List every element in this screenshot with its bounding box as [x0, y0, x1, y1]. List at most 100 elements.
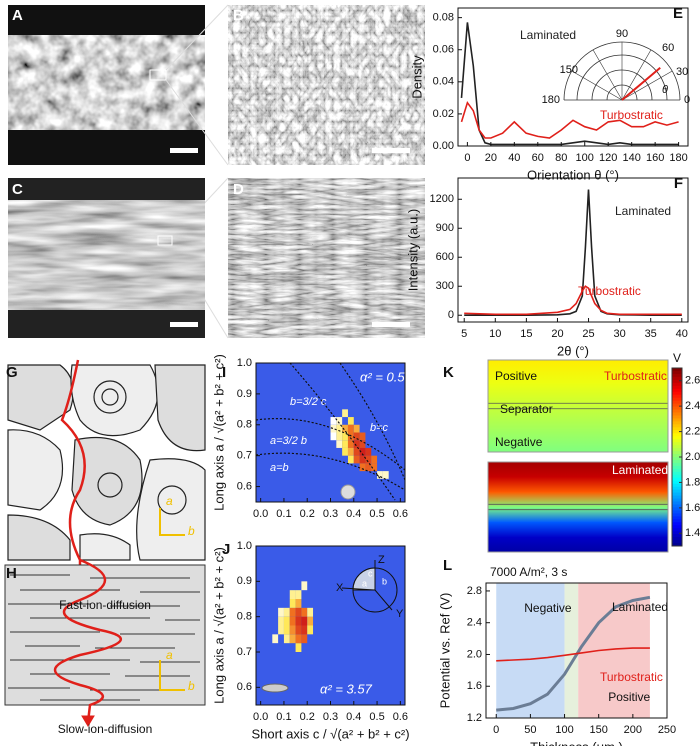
- region: [578, 583, 650, 718]
- heat-cell: [377, 471, 383, 479]
- polar-spoke: [621, 49, 652, 101]
- heat-cell: [342, 424, 348, 433]
- y-tick-label: 0.7: [237, 646, 252, 658]
- panel-label: G: [6, 364, 18, 381]
- colorbar-strip: [672, 424, 682, 428]
- series-line: [460, 22, 679, 146]
- heat-cell: [283, 625, 290, 635]
- field-strip: [488, 360, 668, 384]
- panel-label: C: [12, 181, 23, 198]
- heat-cell: [283, 607, 290, 617]
- colorbar-strip: [672, 519, 682, 523]
- inset-label: b: [382, 576, 387, 586]
- x-tick-label: 0.3: [323, 711, 338, 723]
- colorbar-strip: [672, 471, 682, 476]
- heat-cell: [365, 447, 372, 456]
- y-tick-label: 0.6: [237, 480, 252, 492]
- heat-cell: [330, 417, 337, 425]
- series-line: [460, 100, 679, 139]
- x-tick-label: 0: [493, 724, 499, 736]
- sem-image-b: [228, 5, 425, 165]
- series-line: [496, 647, 650, 662]
- heat-cell: [347, 440, 354, 448]
- x-tick-label: 0.0: [253, 711, 268, 723]
- polar-spoke: [592, 49, 623, 101]
- panel-label: F: [674, 175, 683, 192]
- x-tick-label: 40: [508, 152, 520, 164]
- x-axis-label: 2θ (°): [557, 343, 589, 358]
- heat-cell: [347, 447, 354, 456]
- heat-cell: [278, 616, 284, 626]
- field-strip: [488, 537, 668, 553]
- heat-cell: [307, 607, 314, 617]
- y-tick-label: 0.8: [237, 611, 252, 623]
- heat-cell: [330, 432, 337, 441]
- colorbar-strip: [672, 385, 682, 390]
- x-tick-label: 0.5: [369, 508, 384, 520]
- annotation: 7000 A/m², 3 s: [490, 565, 567, 579]
- colorbar-strip: [672, 439, 682, 443]
- heat-cell: [307, 625, 314, 635]
- colorbar-strip: [672, 522, 682, 526]
- heat-cell: [289, 607, 296, 617]
- x-tick-label: 0.2: [300, 711, 315, 723]
- x-tick-label: 40: [676, 328, 688, 340]
- polar-label: 90: [616, 28, 628, 40]
- field-strip: [488, 492, 668, 508]
- polar-spoke: [621, 70, 673, 101]
- colorbar-strip: [672, 391, 682, 396]
- colorbar-strip: [672, 462, 682, 467]
- x-tick-label: 60: [532, 152, 544, 164]
- colorbar-strip: [672, 427, 682, 431]
- colorbar-strip: [672, 442, 682, 446]
- heat-cell: [289, 625, 296, 635]
- x-tick-label: 0: [464, 152, 470, 164]
- guide-curve: [255, 418, 406, 471]
- x-tick-label: 0.2: [300, 508, 315, 520]
- diagram-h: [4, 558, 206, 727]
- colorbar-strip: [672, 513, 682, 517]
- plot-frame: [485, 582, 668, 719]
- heat-cell: [371, 455, 378, 464]
- x-tick-label: 120: [599, 152, 617, 164]
- panel-label: L: [443, 557, 452, 574]
- colorbar-strip: [672, 454, 682, 458]
- colorbar-strip: [672, 534, 682, 538]
- panel-label: B: [233, 7, 244, 24]
- polar-label: 150: [560, 64, 578, 76]
- heat-cell: [336, 424, 343, 433]
- y-tick-label: 2.4: [467, 617, 482, 629]
- field-strip: [488, 383, 668, 407]
- x-tick-label: 0.6: [393, 508, 408, 520]
- plot-frame: [457, 7, 689, 147]
- colorbar-strip: [672, 495, 682, 500]
- diagram-label: a: [166, 648, 173, 662]
- x-tick-label: 250: [658, 724, 676, 736]
- curve-label: a=b: [270, 462, 289, 474]
- heat-cell: [301, 607, 308, 617]
- region-label: Negative: [524, 601, 572, 615]
- colorbar-strip: [672, 457, 682, 461]
- heat-cell: [359, 440, 366, 448]
- y-tick-label: 0.08: [433, 12, 454, 24]
- polar-label: 60: [662, 42, 674, 54]
- annotation: α² = 0.54: [360, 369, 412, 384]
- heat-cell: [342, 409, 348, 418]
- colorbar-strip: [672, 418, 682, 422]
- diagram-label: b: [188, 524, 195, 538]
- colorbar-strip: [672, 516, 682, 520]
- heat-cell: [371, 463, 378, 472]
- colorbar-strip: [672, 433, 682, 437]
- caption: Fast-ion-diffusion: [59, 598, 151, 612]
- colorbar-strip: [672, 468, 682, 473]
- colorbar-strip: [672, 406, 682, 411]
- colorbar-strip: [672, 474, 682, 479]
- colorbar-strip: [672, 412, 682, 416]
- diagram-label: a: [166, 494, 173, 508]
- colorbar-strip: [672, 397, 682, 402]
- sem-image-c: [8, 178, 205, 338]
- curve-label: b=c: [370, 422, 389, 434]
- y-tick-label: 1200: [430, 193, 454, 205]
- x-tick-label: 0.4: [346, 711, 361, 723]
- colorbar-strip: [672, 379, 682, 384]
